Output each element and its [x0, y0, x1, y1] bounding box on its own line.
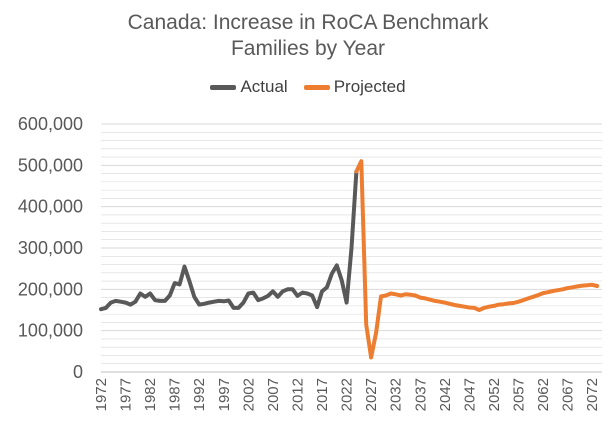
legend: Actual Projected: [0, 77, 616, 97]
legend-item-actual: Actual: [210, 77, 288, 97]
chart-title-line-2: Families by Year: [230, 37, 386, 60]
x-tick-label: 1982: [142, 378, 159, 411]
x-tick-label: 2032: [388, 378, 405, 411]
y-axis-ticks: 0 100,000 200,000 300,000 400,000 500,000 600,…: [18, 114, 83, 382]
x-tick-label: 2057: [511, 378, 528, 411]
y-tick-label: 600,000: [18, 114, 83, 134]
y-tick-label: 400,000: [18, 197, 83, 217]
y-tick-label: 300,000: [18, 238, 83, 258]
x-tick-label: 2027: [363, 378, 380, 411]
series-line-actual: [99, 169, 359, 312]
legend-swatch-actual: [210, 84, 237, 90]
y-tick-label: 500,000: [18, 155, 83, 175]
y-tick-label: 100,000: [18, 321, 83, 341]
x-tick-label: 2062: [535, 378, 552, 411]
legend-label-projected: Projected: [333, 77, 406, 96]
series-lines: [99, 159, 600, 360]
chart-title-line-1: Canada: Increase in RoCA Benchmark: [127, 11, 489, 34]
x-tick-label: 2022: [339, 378, 356, 411]
x-tick-label: 1992: [191, 378, 208, 411]
x-tick-label: 2017: [314, 378, 331, 411]
x-tick-label: 2072: [584, 378, 601, 411]
x-tick-label: 2067: [560, 378, 577, 411]
x-tick-label: 2037: [412, 378, 429, 411]
y-tick-label: 0: [73, 362, 83, 382]
x-tick-label: 1997: [216, 378, 233, 411]
x-axis-ticks: 1972 1977 1982 1987 1992 1997 2002 2007 2012 2017…: [93, 378, 601, 411]
series-line-projected: [354, 159, 600, 360]
x-tick-label: 1977: [118, 378, 135, 411]
x-tick-label: 1987: [167, 378, 184, 411]
x-tick-label: 2012: [289, 378, 306, 411]
legend-label-actual: Actual: [240, 77, 288, 96]
x-tick-label: 2007: [265, 378, 282, 411]
x-tick-label: 2047: [461, 378, 478, 411]
x-tick-label: 2002: [240, 378, 257, 411]
chart-title: Canada: Increase in RoCA Benchmark Famil…: [0, 10, 616, 62]
x-tick-label: 2052: [486, 378, 503, 411]
legend-item-projected: Projected: [303, 77, 406, 97]
y-tick-label: 200,000: [18, 279, 83, 299]
x-tick-label: 2042: [437, 378, 454, 411]
legend-swatch-projected: [303, 84, 330, 90]
x-tick-label: 1972: [93, 378, 110, 411]
